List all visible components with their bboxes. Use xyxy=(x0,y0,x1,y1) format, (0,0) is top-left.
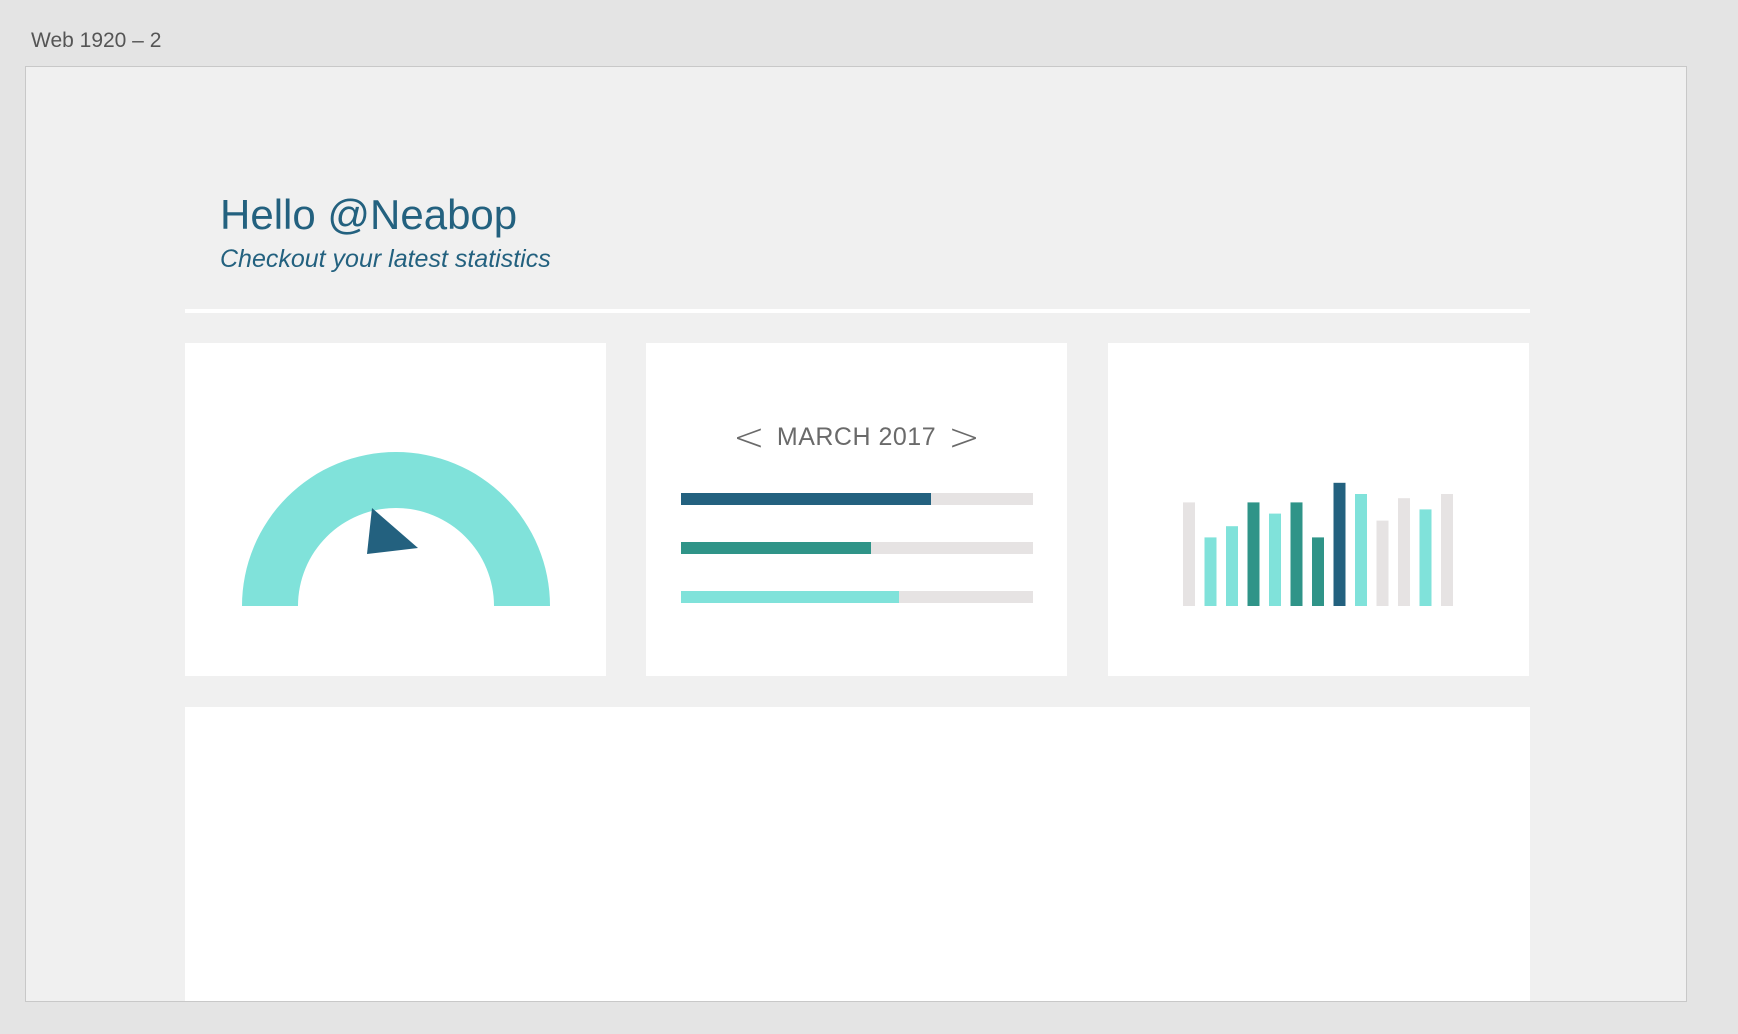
month-navigator: < MARCH 2017 > xyxy=(646,417,1067,457)
bar-chart-card xyxy=(1108,343,1529,676)
chevron-right-icon[interactable]: > xyxy=(948,415,980,459)
bar-12 xyxy=(1419,509,1432,606)
main-content-panel xyxy=(185,707,1530,1001)
progress-fill-2 xyxy=(681,542,872,554)
progress-track-2 xyxy=(681,542,1033,554)
gauge-needle-icon xyxy=(367,508,418,554)
bar-7 xyxy=(1312,537,1324,606)
progress-fill-3 xyxy=(681,591,900,603)
progress-fill-1 xyxy=(681,493,931,505)
month-label: MARCH 2017 xyxy=(776,422,937,451)
bar-10 xyxy=(1376,520,1389,606)
bar-5 xyxy=(1269,513,1281,606)
progress-track-1 xyxy=(681,493,1033,505)
gauge-arc xyxy=(242,452,550,606)
artboard: Hello @Neabop Checkout your latest stati… xyxy=(25,66,1687,1002)
bar-2 xyxy=(1204,537,1217,606)
bar-11 xyxy=(1398,498,1410,606)
greeting-heading: Hello @Neabop xyxy=(220,191,518,238)
bar-4 xyxy=(1247,502,1260,606)
chevron-left-icon[interactable]: < xyxy=(733,415,765,459)
bar-9 xyxy=(1355,494,1367,606)
gauge-card xyxy=(185,343,606,676)
bar-1 xyxy=(1183,502,1195,606)
artboard-label: Web 1920 – 2 xyxy=(31,29,162,52)
gauge-chart xyxy=(242,452,550,606)
monthly-progress-card: < MARCH 2017 > xyxy=(646,343,1067,676)
progress-list xyxy=(681,493,1033,640)
subtitle: Checkout your latest statistics xyxy=(220,245,551,273)
progress-track-3 xyxy=(681,591,1033,603)
bar-8 xyxy=(1333,482,1346,606)
bar-3 xyxy=(1226,526,1238,606)
bar-chart xyxy=(1183,482,1453,606)
bar-13 xyxy=(1441,494,1453,606)
header-divider xyxy=(185,309,1530,313)
bar-6 xyxy=(1290,502,1303,606)
